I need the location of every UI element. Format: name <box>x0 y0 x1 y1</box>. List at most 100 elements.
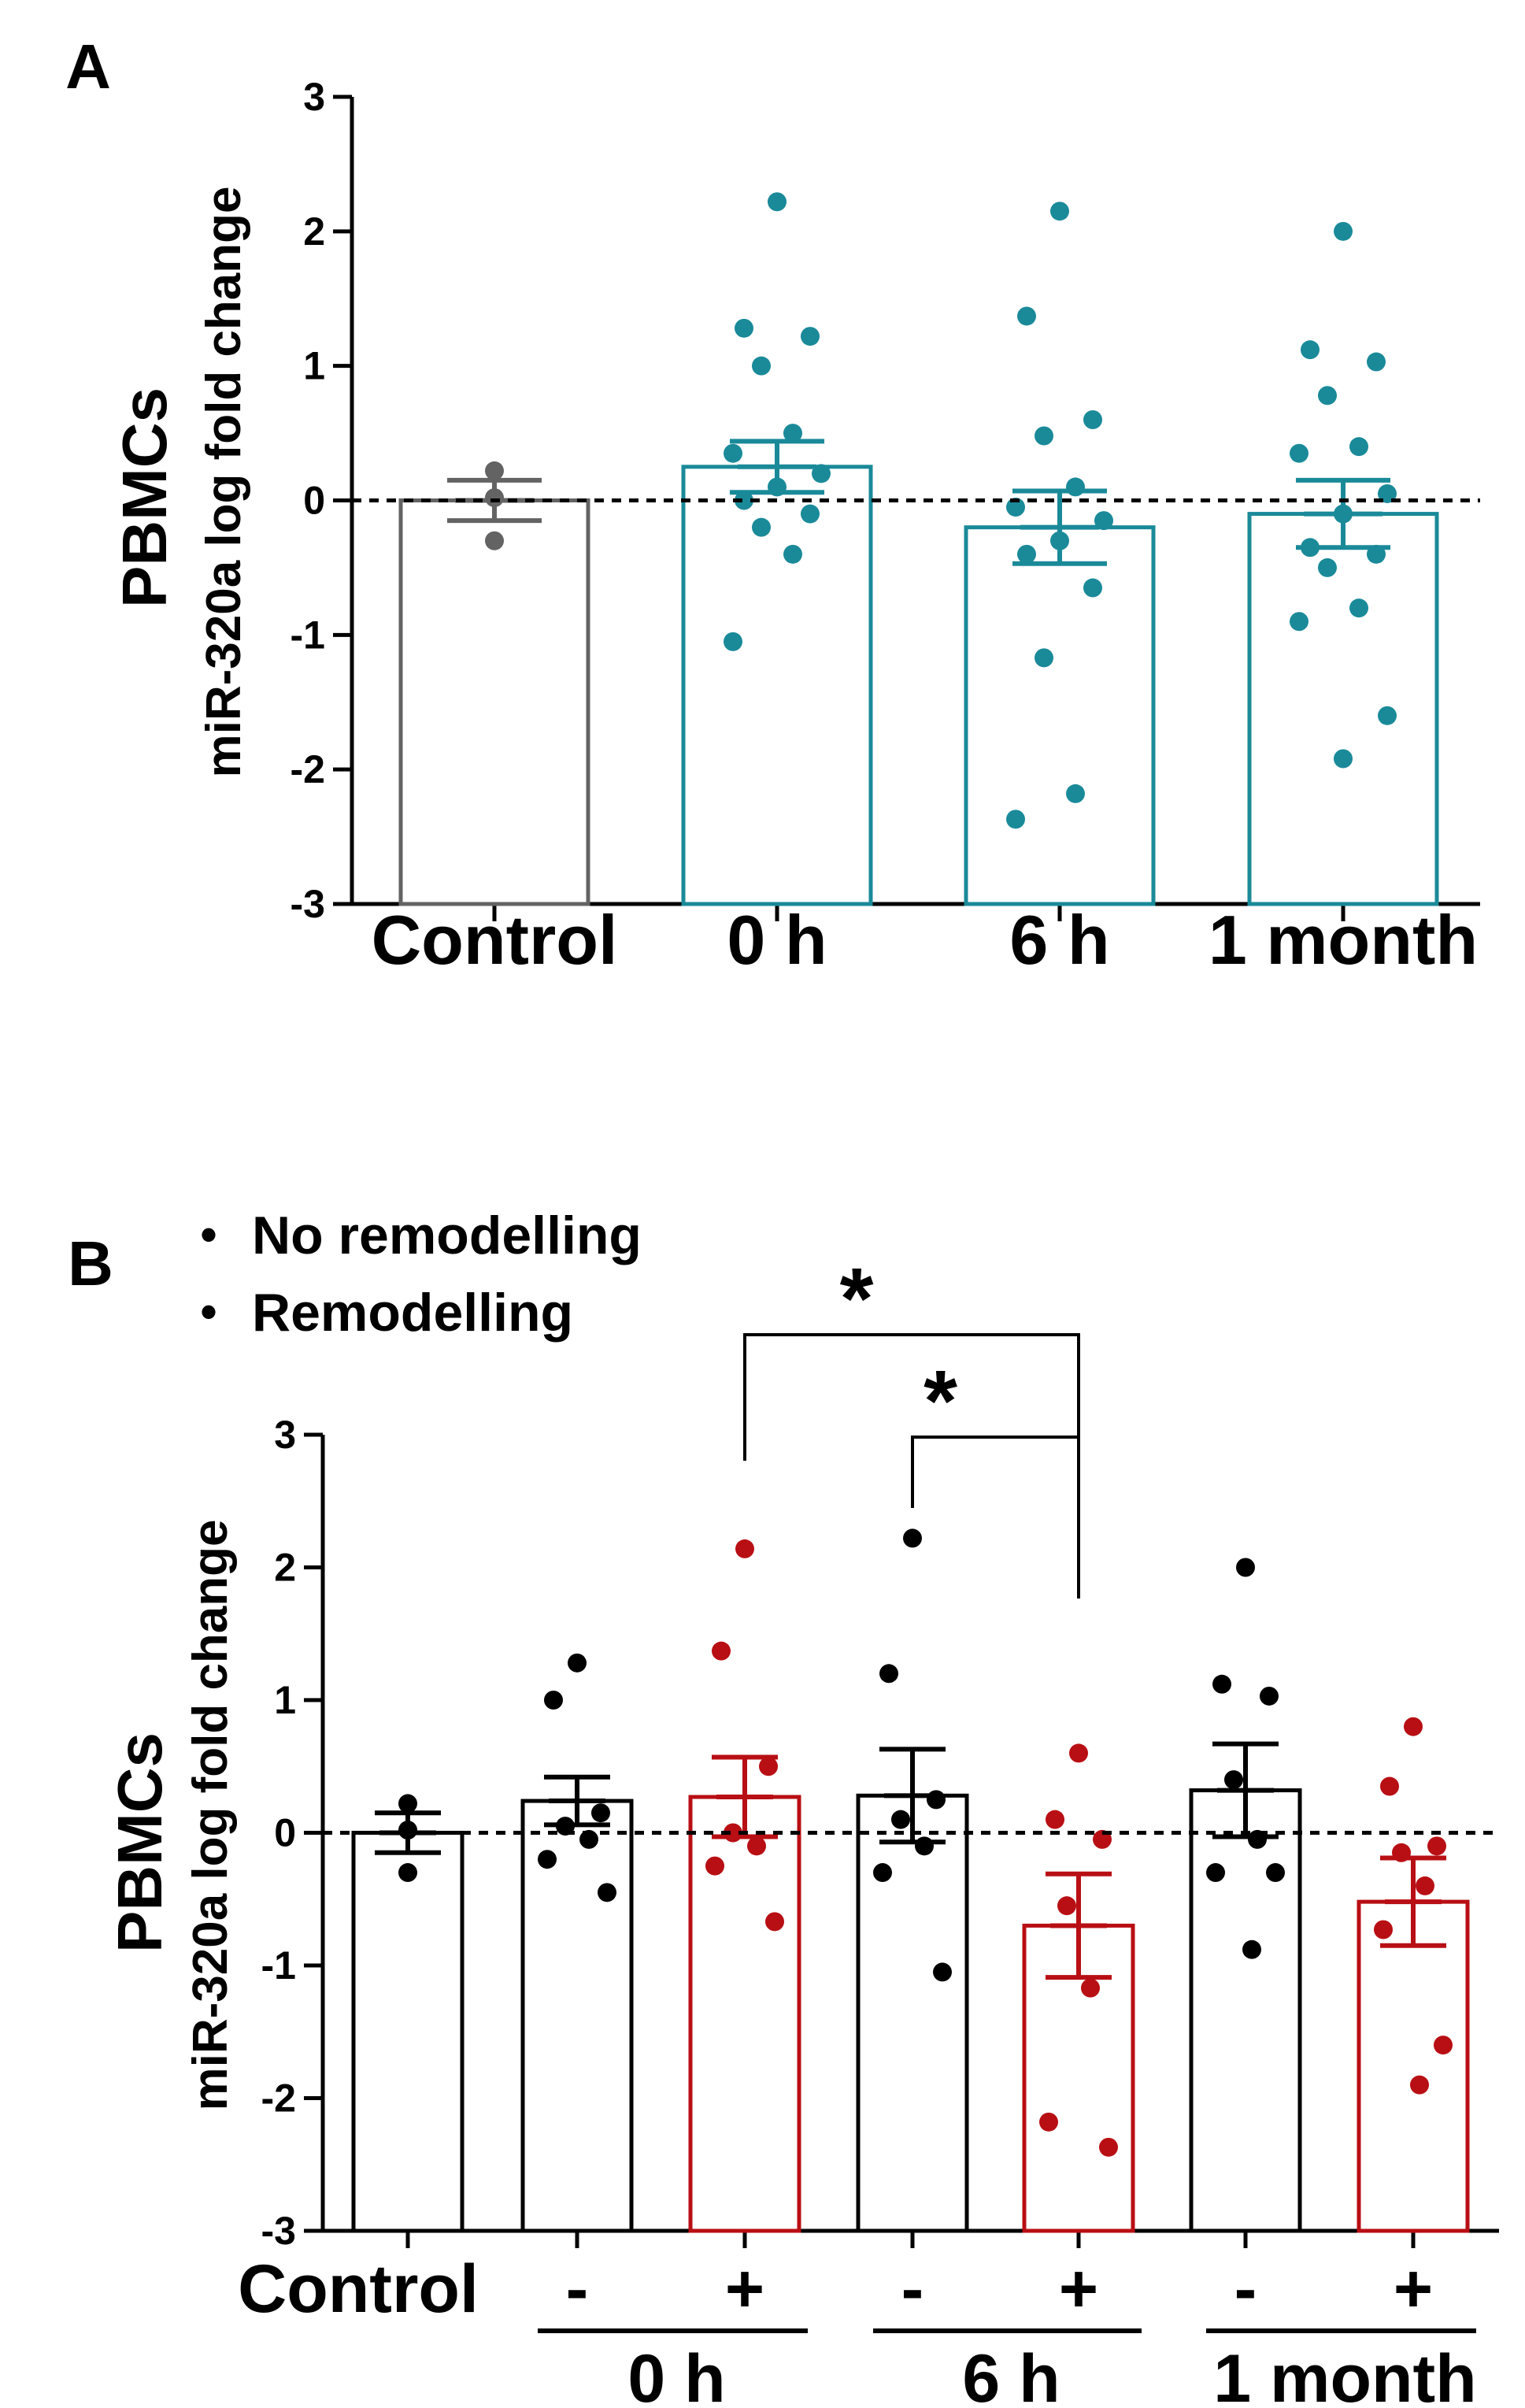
y-tick-label-a: -1 <box>291 613 325 657</box>
x-label-b: + <box>725 2251 764 2327</box>
data-point-b <box>747 1836 766 1856</box>
bar-a <box>1247 512 1439 906</box>
data-point-b <box>1374 1920 1393 1939</box>
group-label: 0 h <box>627 2341 725 2408</box>
group-label: 1 month <box>1213 2341 1476 2408</box>
data-point-a <box>1035 648 1053 668</box>
data-point-b <box>1212 1674 1231 1694</box>
data-point-a <box>1066 477 1085 497</box>
data-point-a <box>783 544 802 564</box>
significance-star: * <box>840 1250 874 1347</box>
data-point-a <box>1367 544 1386 564</box>
data-point-b <box>1046 1810 1064 1829</box>
data-point-a <box>1301 538 1320 558</box>
y-tick-label-b: -2 <box>261 2076 296 2121</box>
data-point-a <box>485 488 504 508</box>
data-point-b <box>1427 1836 1446 1856</box>
x-label-a: 6 h <box>1009 901 1109 979</box>
y-tick-label-b: 0 <box>274 1811 296 1855</box>
data-point-b <box>544 1691 563 1710</box>
x-label-b: + <box>1059 2251 1098 2327</box>
data-point-b <box>759 1757 778 1776</box>
data-point-b <box>1416 1876 1434 1895</box>
data-point-a <box>768 192 787 212</box>
data-point-b <box>933 1962 952 1982</box>
bar-b <box>1189 1788 1302 2233</box>
bar-b <box>856 1793 969 2233</box>
group-label: 6 h <box>962 2341 1060 2408</box>
data-point-a <box>783 424 802 443</box>
data-point-a <box>752 356 771 376</box>
x-label-a: 0 h <box>727 901 827 979</box>
x-label-a: Control <box>372 901 618 979</box>
legend-label: No remodelling <box>252 1206 642 1265</box>
x-label-b: - <box>566 2251 589 2327</box>
y-tick-label-b: 3 <box>274 1413 296 1457</box>
data-point-b <box>915 1836 934 1856</box>
data-point-a <box>1006 809 1025 829</box>
panel-label-b: B <box>68 1228 113 1298</box>
data-point-b <box>598 1883 616 1902</box>
y-label-sub-b: miR-320a log fold change <box>183 1519 238 2110</box>
data-point-a <box>801 327 820 346</box>
data-point-b <box>1410 2075 1429 2095</box>
y-tick-label-a: -2 <box>291 747 325 791</box>
data-point-a <box>1334 221 1353 241</box>
data-point-a <box>768 477 787 497</box>
y-tick-label-a: 3 <box>303 75 325 119</box>
data-point-b <box>927 1790 946 1810</box>
data-point-a <box>1378 706 1397 725</box>
data-point-b <box>712 1641 731 1661</box>
data-point-a <box>1318 386 1337 406</box>
data-point-b <box>873 1863 892 1883</box>
data-point-a <box>1094 511 1113 531</box>
y-label-sub-a: miR-320a log fold change <box>197 186 251 777</box>
data-point-a <box>1334 749 1353 769</box>
data-point-b <box>1380 1776 1399 1796</box>
significance-bracket <box>911 1436 1080 1599</box>
data-point-a <box>1017 544 1036 564</box>
panel-label-a: A <box>65 31 111 102</box>
data-point-b <box>538 1850 557 1869</box>
data-point-b <box>1236 1558 1255 1577</box>
legend-marker: • <box>200 1285 217 1338</box>
y-tick-label-b: 1 <box>274 1678 296 1722</box>
y-tick-label-b: -1 <box>261 1943 296 1988</box>
data-point-a <box>724 443 742 463</box>
y-label-main-b: PBMCs <box>105 1732 175 1953</box>
data-point-a <box>1290 443 1308 463</box>
data-point-a <box>1367 352 1386 372</box>
x-label-b: Control <box>238 2251 479 2327</box>
data-point-b <box>398 1821 417 1840</box>
bar-a <box>964 525 1156 906</box>
data-point-a <box>1066 784 1085 803</box>
data-point-b <box>568 1653 587 1673</box>
data-point-b <box>1224 1770 1243 1790</box>
data-point-b <box>735 1539 754 1558</box>
data-point-a <box>1006 498 1025 517</box>
bar-a <box>681 465 873 906</box>
data-point-a <box>485 531 504 550</box>
data-point-b <box>1434 2036 1453 2055</box>
data-point-a <box>1050 202 1069 221</box>
x-label-b: - <box>1234 2251 1257 2327</box>
data-point-b <box>765 1912 784 1932</box>
bar-a <box>398 498 590 906</box>
data-point-b <box>1057 1896 1076 1916</box>
bar-b <box>351 1831 465 2233</box>
data-point-b <box>879 1664 898 1684</box>
data-point-b <box>398 1794 417 1813</box>
data-point-a <box>724 632 742 651</box>
data-point-b <box>1266 1863 1285 1883</box>
bar-b <box>520 1799 634 2233</box>
y-tick-label-a: 1 <box>303 344 325 388</box>
data-point-a <box>735 491 753 510</box>
x-label-b: - <box>901 2251 924 2327</box>
data-point-a <box>752 517 771 537</box>
data-point-a <box>485 461 504 480</box>
data-point-a <box>1318 558 1337 577</box>
data-point-a <box>1301 340 1320 360</box>
data-point-a <box>1083 410 1102 429</box>
data-point-a <box>1035 426 1053 446</box>
